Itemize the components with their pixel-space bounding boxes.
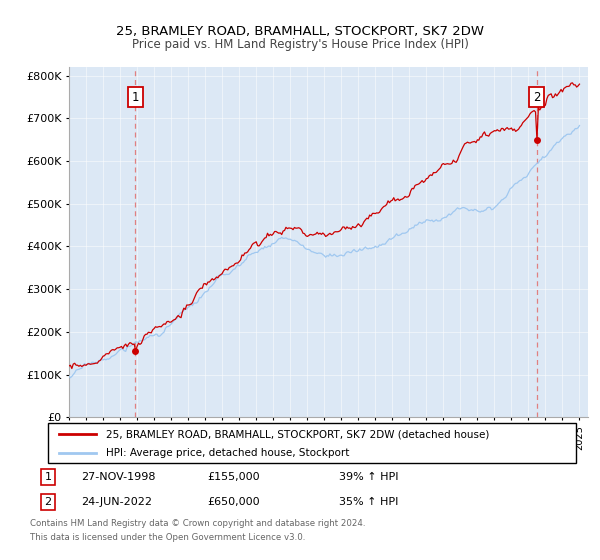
Point xyxy=(131,347,140,356)
Text: 39% ↑ HPI: 39% ↑ HPI xyxy=(339,472,398,482)
Text: 25, BRAMLEY ROAD, BRAMHALL, STOCKPORT, SK7 2DW (detached house): 25, BRAMLEY ROAD, BRAMHALL, STOCKPORT, S… xyxy=(106,429,490,439)
Text: 1: 1 xyxy=(131,91,139,104)
Text: 35% ↑ HPI: 35% ↑ HPI xyxy=(339,497,398,507)
FancyBboxPatch shape xyxy=(48,423,576,463)
Text: HPI: Average price, detached house, Stockport: HPI: Average price, detached house, Stoc… xyxy=(106,448,349,458)
Text: This data is licensed under the Open Government Licence v3.0.: This data is licensed under the Open Gov… xyxy=(30,533,305,542)
Text: 2: 2 xyxy=(533,91,541,104)
Text: Price paid vs. HM Land Registry's House Price Index (HPI): Price paid vs. HM Land Registry's House … xyxy=(131,38,469,50)
Text: 2: 2 xyxy=(44,497,52,507)
Text: £155,000: £155,000 xyxy=(207,472,260,482)
Text: 27-NOV-1998: 27-NOV-1998 xyxy=(81,472,155,482)
Text: £650,000: £650,000 xyxy=(207,497,260,507)
Text: 25, BRAMLEY ROAD, BRAMHALL, STOCKPORT, SK7 2DW: 25, BRAMLEY ROAD, BRAMHALL, STOCKPORT, S… xyxy=(116,25,484,38)
Text: 24-JUN-2022: 24-JUN-2022 xyxy=(81,497,152,507)
Text: Contains HM Land Registry data © Crown copyright and database right 2024.: Contains HM Land Registry data © Crown c… xyxy=(30,519,365,528)
Text: 1: 1 xyxy=(44,472,52,482)
Point xyxy=(532,136,541,144)
